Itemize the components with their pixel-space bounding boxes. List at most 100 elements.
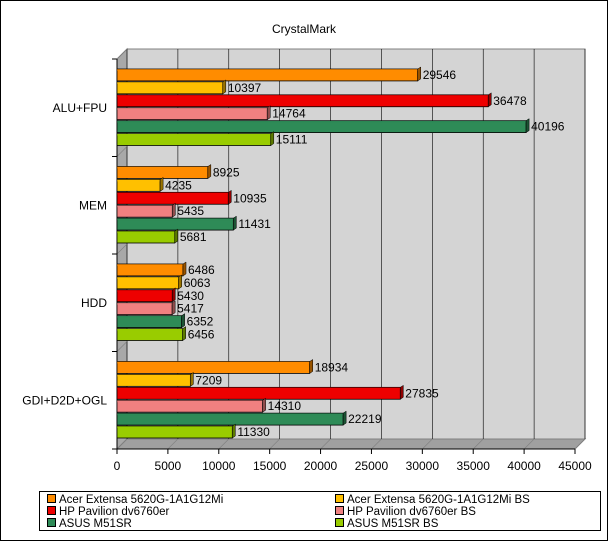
plot-floor xyxy=(115,438,587,450)
legend-swatch xyxy=(335,518,344,528)
category-label: ALU+FPU xyxy=(53,101,107,115)
x-tick-label: 0 xyxy=(114,459,121,473)
bar-value-label: 6063 xyxy=(184,276,211,290)
floor-gridline xyxy=(320,438,331,450)
bar-end xyxy=(182,326,186,341)
bar-end xyxy=(233,215,237,231)
bar-highlight xyxy=(117,400,263,403)
bar-highlight xyxy=(117,289,173,292)
bar-value-label: 6352 xyxy=(187,315,214,329)
bar-end xyxy=(172,287,176,303)
bar-value-label: 6486 xyxy=(188,263,215,277)
x-tick-label: 35000 xyxy=(457,459,491,473)
legend-item: HP Pavilion dv6760er xyxy=(47,506,169,518)
legend-label: ASUS M51SR xyxy=(59,518,132,530)
bar-value-label: 27835 xyxy=(405,386,439,400)
floor-gridline xyxy=(574,438,586,450)
legend-swatch xyxy=(47,494,56,504)
floor-gridline xyxy=(167,438,179,450)
bar-end xyxy=(228,189,232,205)
bar-end xyxy=(181,313,185,329)
bar-highlight xyxy=(117,387,401,390)
floor-gridline xyxy=(473,438,484,450)
bar-highlight xyxy=(117,69,418,71)
legend-item: ASUS M51SR xyxy=(47,518,132,530)
bar-end xyxy=(222,79,227,95)
legend-label: ASUS M51SR BS xyxy=(347,518,439,530)
bar-highlight xyxy=(117,120,527,123)
floor-gridline xyxy=(269,438,280,450)
bar-value-label: 5430 xyxy=(177,289,204,303)
legend-item: Acer Extensa 5620G-1A1G12Mi BS xyxy=(335,494,530,506)
floor-gridline xyxy=(371,438,382,450)
chart-title: CrystalMark xyxy=(272,22,337,36)
x-tick-label: 10000 xyxy=(202,459,236,473)
bar-value-label: 40196 xyxy=(531,120,565,134)
bar-end xyxy=(417,66,421,82)
bar-highlight xyxy=(117,264,184,266)
floor-gridline xyxy=(218,438,229,450)
bar-highlight xyxy=(117,315,182,318)
category-label: GDI+D2D+OGL xyxy=(22,393,107,407)
legend-swatch xyxy=(335,494,344,504)
legend: Acer Extensa 5620G-1A1G12Mi Acer Extensa … xyxy=(39,491,601,531)
bar-highlight xyxy=(117,81,223,84)
side-gridline xyxy=(116,438,128,450)
floor-gridline xyxy=(523,438,535,450)
bar-value-label: 18934 xyxy=(315,360,349,374)
bar-value-label: 5417 xyxy=(177,302,204,316)
bar-end xyxy=(262,397,266,413)
x-tick-label: 5000 xyxy=(155,459,182,473)
bar-highlight xyxy=(117,361,310,364)
bar-value-label: 14764 xyxy=(272,107,306,121)
bar-highlight xyxy=(117,302,173,305)
bar-end xyxy=(178,274,182,290)
side-gridline xyxy=(116,48,128,60)
bar-highlight xyxy=(117,205,173,208)
bar-value-label: 10935 xyxy=(233,191,267,205)
bar-end xyxy=(267,105,271,121)
bar-end xyxy=(309,359,313,374)
bar-end xyxy=(488,92,492,108)
legend-item: ASUS M51SR BS xyxy=(335,518,438,530)
category-label: HDD xyxy=(81,296,107,310)
bar-highlight xyxy=(117,328,183,331)
bar-highlight xyxy=(117,94,489,97)
bar-end xyxy=(190,371,194,387)
bar-highlight xyxy=(117,179,161,182)
legend-label: Acer Extensa 5620G-1A1G12Mi xyxy=(59,494,224,506)
legend-label: Acer Extensa 5620G-1A1G12Mi BS xyxy=(347,494,530,506)
bar-value-label: 4235 xyxy=(165,178,192,192)
legend-swatch xyxy=(47,506,56,516)
bar-end xyxy=(232,423,236,439)
bar-value-label: 15111 xyxy=(276,133,308,147)
bar-value-label: 22219 xyxy=(348,412,382,426)
side-gridline xyxy=(116,146,128,157)
bar-chart: CrystalMark 0 5000 10000 15000 20000 25000 3000… xyxy=(22,22,592,473)
bar-end xyxy=(182,261,187,277)
bar-end xyxy=(159,176,164,192)
bar-end xyxy=(174,228,179,244)
x-tick-label: 20000 xyxy=(304,459,338,473)
bar-value-label: 6456 xyxy=(188,328,215,342)
bar-end xyxy=(342,410,347,426)
bar-value-label: 8925 xyxy=(213,165,240,179)
bar-highlight xyxy=(117,276,179,279)
bar-highlight xyxy=(117,231,175,234)
bar-value-label: 5435 xyxy=(177,204,204,218)
x-tick-label: 45000 xyxy=(558,459,592,473)
bar-highlight xyxy=(117,166,208,169)
bar-value-label: 14310 xyxy=(268,399,302,413)
bar-value-label: 29546 xyxy=(423,68,457,82)
x-tick-label: 40000 xyxy=(507,459,541,473)
bar-highlight xyxy=(117,192,229,195)
bar-value-label: 10397 xyxy=(228,81,262,95)
legend-swatch xyxy=(335,506,344,516)
category-label: MEM xyxy=(79,198,107,212)
bar-highlight xyxy=(117,374,191,377)
side-gridline xyxy=(116,243,128,255)
bar-value-label: 7209 xyxy=(195,373,222,387)
x-tick-label: 25000 xyxy=(355,459,389,473)
bar-highlight xyxy=(117,218,234,221)
